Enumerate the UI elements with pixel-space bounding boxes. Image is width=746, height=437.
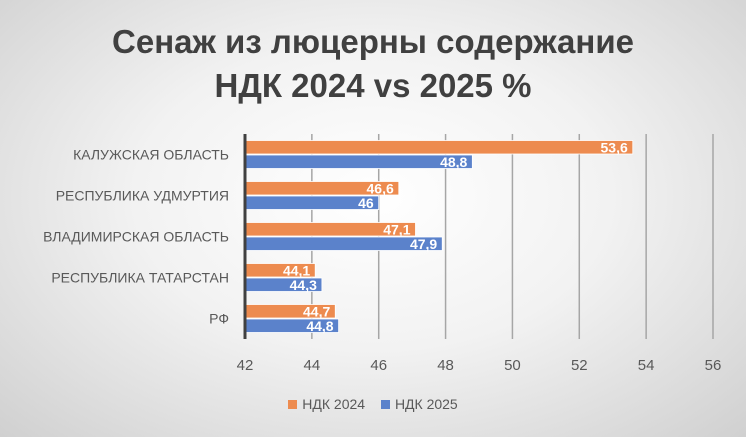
category-label: РФ [209, 311, 229, 327]
data-label: 44,3 [290, 277, 317, 293]
x-tick-label: 52 [571, 357, 588, 374]
data-label: 46,6 [367, 181, 394, 197]
legend-label: НДК 2024 [302, 396, 366, 412]
category-label: КАЛУЖСКАЯ ОБЛАСТЬ [73, 147, 229, 163]
x-tick-label: 54 [638, 357, 655, 374]
legend-label: НДК 2025 [394, 396, 458, 412]
data-label: 46 [358, 195, 374, 211]
x-tick-label: 56 [705, 357, 722, 374]
legend: НДК 2024 НДК 2025 [0, 396, 746, 412]
legend-swatch [380, 400, 390, 409]
data-label: 53,6 [601, 140, 628, 156]
legend-swatch [288, 400, 298, 409]
title-line-1: Сенаж из люцерны содержание [112, 23, 634, 60]
data-label: 44,7 [303, 304, 330, 320]
bar-2024 [244, 140, 634, 155]
x-tick-label: 46 [370, 357, 387, 374]
data-label: 48,8 [440, 154, 467, 170]
data-label: 47,9 [410, 236, 437, 252]
x-tick-label: 44 [304, 357, 321, 374]
x-tick-label: 42 [237, 357, 254, 374]
data-label: 44,1 [283, 263, 310, 279]
legend-item-2024[interactable]: НДК 2024 [288, 396, 365, 412]
category-label: РЕСПУБЛИКА УДМУРТИЯ [56, 188, 229, 204]
category-label: РЕСПУБЛИКА ТАТАРСТАН [51, 270, 229, 286]
chart-title: Сенаж из люцерны содержание НДК 2024 vs … [0, 20, 746, 108]
category-label: ВЛАДИМИРСКАЯ ОБЛАСТЬ [43, 229, 229, 245]
title-line-2: НДК 2024 vs 2025 % [214, 67, 532, 104]
x-tick-label: 48 [437, 357, 454, 374]
data-label: 44,8 [306, 318, 333, 334]
legend-item-2025[interactable]: НДК 2025 [380, 396, 458, 412]
x-tick-label: 50 [504, 357, 521, 374]
bar-2025 [244, 154, 473, 169]
data-label: 47,1 [383, 222, 410, 238]
